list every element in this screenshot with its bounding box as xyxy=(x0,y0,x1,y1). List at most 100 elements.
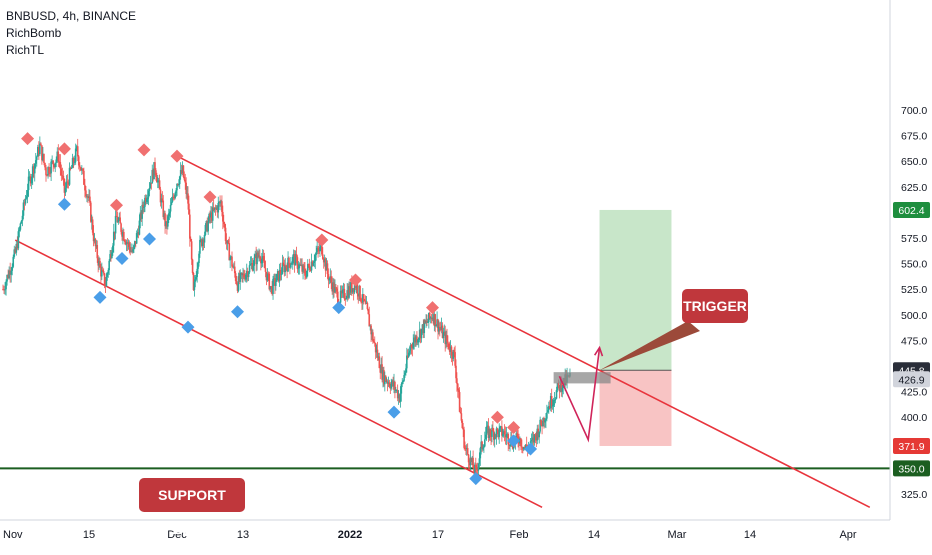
candle-body xyxy=(419,329,422,339)
candle-body xyxy=(474,464,476,473)
candle-body xyxy=(407,352,410,358)
candle-body xyxy=(464,447,466,449)
indicator-richtl[interactable]: RichTL xyxy=(6,43,45,57)
candle-body xyxy=(7,274,9,279)
candle-body xyxy=(119,217,121,224)
candle-body xyxy=(489,428,491,436)
candle-body xyxy=(58,161,61,163)
candle-body xyxy=(110,254,112,258)
candle-body xyxy=(418,329,421,338)
candle-body xyxy=(112,245,114,253)
candle-body xyxy=(272,278,274,294)
candle-body xyxy=(10,270,12,275)
candle-body xyxy=(275,273,278,282)
candle-body xyxy=(209,214,211,218)
candle-body xyxy=(540,419,542,425)
candle-body xyxy=(504,434,507,438)
candle-body xyxy=(3,289,5,291)
candle-body xyxy=(322,258,325,263)
candle-body xyxy=(274,278,276,286)
candle-body xyxy=(60,168,63,176)
candle-body xyxy=(311,261,314,266)
candle-body xyxy=(101,270,104,272)
trigger-pointer xyxy=(599,321,700,371)
candle-body xyxy=(374,343,377,353)
candle-body xyxy=(420,328,423,339)
candle-body xyxy=(214,207,217,209)
candle-body xyxy=(366,302,369,310)
candle-body xyxy=(109,254,111,261)
candle-body xyxy=(515,433,518,439)
candle-body xyxy=(470,457,473,462)
candle-body xyxy=(113,231,116,234)
candle-body xyxy=(112,231,115,246)
candle-body xyxy=(131,250,133,252)
candle-body xyxy=(309,269,312,271)
candle-body xyxy=(127,242,130,244)
sell-signal-marker xyxy=(315,233,329,247)
candle-body xyxy=(264,268,267,272)
candle-body xyxy=(389,386,392,389)
candle-body xyxy=(310,261,313,271)
candle-body xyxy=(503,431,506,435)
candle-body xyxy=(48,167,50,174)
candle-body xyxy=(440,325,443,331)
candle-body xyxy=(279,269,282,275)
candle-body xyxy=(191,259,194,273)
candle-body xyxy=(130,250,132,252)
candle-body xyxy=(558,385,561,392)
candle-body xyxy=(439,328,442,331)
candle-body xyxy=(64,187,67,193)
candle-body xyxy=(144,197,146,207)
indicator-richbomb[interactable]: RichBomb xyxy=(6,26,62,40)
candle-body xyxy=(534,434,537,436)
candle-body xyxy=(499,426,501,429)
candle-body xyxy=(114,215,117,234)
candle-body xyxy=(33,163,36,174)
candle-body xyxy=(376,349,379,358)
candle-body xyxy=(509,444,511,446)
candle-body xyxy=(30,177,33,184)
candle-body xyxy=(364,300,367,304)
price-tick-label: 400.0 xyxy=(901,412,927,424)
candle-body xyxy=(502,434,504,436)
support-zone-annotation[interactable]: SUPPORT ZONE xyxy=(139,478,245,537)
candle-body xyxy=(291,256,294,264)
buy-signal-marker xyxy=(57,197,71,211)
candle-body xyxy=(245,274,247,280)
price-tick-label: 500.0 xyxy=(901,310,927,322)
candle-body xyxy=(123,240,126,242)
time-tick-label: Feb xyxy=(510,529,529,541)
candle-body xyxy=(168,211,171,214)
candle-body xyxy=(434,314,437,327)
candle-body xyxy=(42,153,44,161)
candle-body xyxy=(339,290,342,303)
candle-body xyxy=(316,247,318,253)
candle-body xyxy=(560,381,563,392)
candle-body xyxy=(402,380,404,382)
candle-body xyxy=(460,413,463,421)
candle-body xyxy=(22,202,25,216)
candle-body xyxy=(325,263,328,271)
candle-body xyxy=(553,399,556,401)
candle-body xyxy=(62,175,65,179)
candle-body xyxy=(213,207,216,210)
buy-signal-marker xyxy=(93,290,107,304)
candle-body xyxy=(156,180,159,183)
candle-body xyxy=(164,213,166,227)
candle-body xyxy=(435,325,437,327)
chart-legend: BNBUSD, 4h, BINANCE RichBomb RichTL xyxy=(6,8,136,59)
candle-body xyxy=(101,270,103,277)
candle-body xyxy=(428,312,430,322)
candle-body xyxy=(222,211,224,222)
candle-body xyxy=(139,212,142,221)
candle-body xyxy=(267,273,270,275)
candle-body xyxy=(350,282,352,293)
candle-body xyxy=(410,345,413,348)
candle-body xyxy=(188,203,190,215)
candle-body xyxy=(265,271,268,281)
candle-body xyxy=(247,272,250,278)
trigger-annotation[interactable]: TRIGGER xyxy=(682,289,748,323)
